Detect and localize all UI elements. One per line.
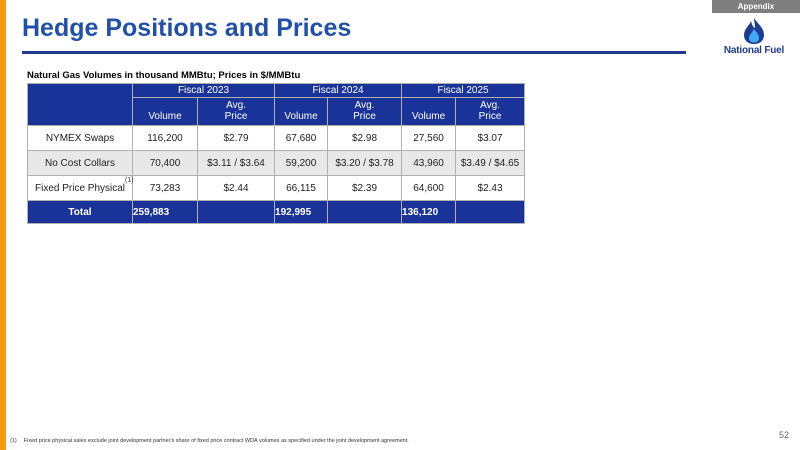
volume-cell: 64,600: [401, 175, 457, 201]
footnote-reference: (1): [125, 177, 134, 184]
total-volume-cell: 259,883: [132, 200, 198, 224]
avg-price-line1: Avg.: [480, 100, 500, 111]
price-cell: $2.44: [196, 175, 276, 201]
appendix-tag: Appendix: [712, 0, 800, 13]
row-label: Fixed Price Physical: [34, 182, 126, 194]
volume-cell: 116,200: [132, 125, 198, 151]
flame-icon: [744, 18, 764, 44]
avg-price-line1: Avg.: [354, 100, 375, 111]
volume-header-label: Volume: [411, 111, 446, 122]
table-row: Fixed Price Physical (1) 73,283 $2.44 66,…: [27, 175, 526, 201]
price-cell: $2.98: [327, 125, 403, 151]
row-label: No Cost Collars: [27, 150, 133, 176]
page-number: 52: [779, 430, 790, 440]
fiscal-year-header: Fiscal 2024: [274, 83, 403, 98]
empty-header-cell: [27, 83, 133, 126]
row-label: NYMEX Swaps: [27, 125, 133, 151]
volume-cell: 66,115: [274, 175, 329, 201]
hedge-positions-table: Fiscal 2023 Fiscal 2024 Fiscal 2025 Volu…: [27, 83, 526, 224]
volume-header-label: Volume: [284, 111, 318, 122]
price-cell: $2.39: [327, 175, 403, 201]
fiscal-year-header: Fiscal 2025: [401, 83, 526, 98]
price-cell: $3.11 / $3.64: [196, 150, 276, 176]
footnote-number: (1): [10, 438, 17, 444]
total-row: Total 259,883 192,995 136,120: [27, 200, 526, 224]
avg-price-header: Avg. Price: [196, 97, 276, 126]
avg-price-line2: Price: [224, 111, 248, 122]
avg-price-line2: Price: [478, 111, 502, 122]
title-underline: [22, 51, 686, 54]
total-label: Total: [27, 200, 133, 224]
footnote-text: Fixed price physical sales exclude joint…: [23, 438, 409, 444]
total-volume-cell: 192,995: [274, 200, 329, 224]
volume-header: Volume: [274, 97, 329, 126]
price-cell: $3.07: [455, 125, 526, 151]
volume-cell: 73,283: [132, 175, 198, 201]
fiscal-year-header: Fiscal 2023: [131, 83, 276, 98]
fiscal-year-header-row: Fiscal 2023 Fiscal 2024 Fiscal 2025: [27, 83, 526, 126]
avg-price-header: Avg. Price: [327, 97, 403, 126]
volume-header: Volume: [132, 97, 198, 126]
row-label-cell: Fixed Price Physical (1): [27, 175, 134, 201]
table-caption: Natural Gas Volumes in thousand MMBtu; P…: [27, 70, 301, 81]
volume-cell: 59,200: [274, 150, 329, 176]
footnote: (1) Fixed price physical sales exclude jo…: [10, 438, 409, 444]
avg-price-header: Avg. Price: [455, 97, 526, 126]
volume-cell: 27,560: [401, 125, 457, 151]
total-price-cell: [327, 200, 403, 224]
volume-cell: 67,680: [274, 125, 329, 151]
total-volume-cell: 136,120: [401, 200, 457, 224]
volume-header: Volume: [401, 97, 457, 126]
accent-side-bar: [0, 0, 6, 450]
avg-price-line2: Price: [353, 111, 376, 122]
logo-text: National Fuel: [723, 45, 785, 56]
table-row: NYMEX Swaps 116,200 $2.79 67,680 $2.98 2…: [27, 125, 526, 151]
price-cell: $2.43: [455, 175, 526, 201]
sub-header-row: Volume Avg. Price Volume Avg. Price Volume…: [28, 97, 526, 126]
national-fuel-logo: National Fuel: [716, 17, 792, 65]
price-cell: $2.79: [196, 125, 276, 151]
volume-cell: 70,400: [132, 150, 198, 176]
volume-header-label: Volume: [148, 111, 182, 122]
page-title: Hedge Positions and Prices: [22, 14, 352, 42]
price-cell: $3.49 / $4.65: [455, 150, 526, 176]
volume-cell: 43,960: [401, 150, 457, 176]
total-price-cell: [455, 200, 526, 224]
table-row: No Cost Collars 70,400 $3.11 / $3.64 59,…: [27, 150, 526, 176]
avg-price-line1: Avg.: [226, 100, 246, 111]
price-cell: $3.20 / $3.78: [327, 150, 403, 176]
total-price-cell: [196, 200, 276, 224]
